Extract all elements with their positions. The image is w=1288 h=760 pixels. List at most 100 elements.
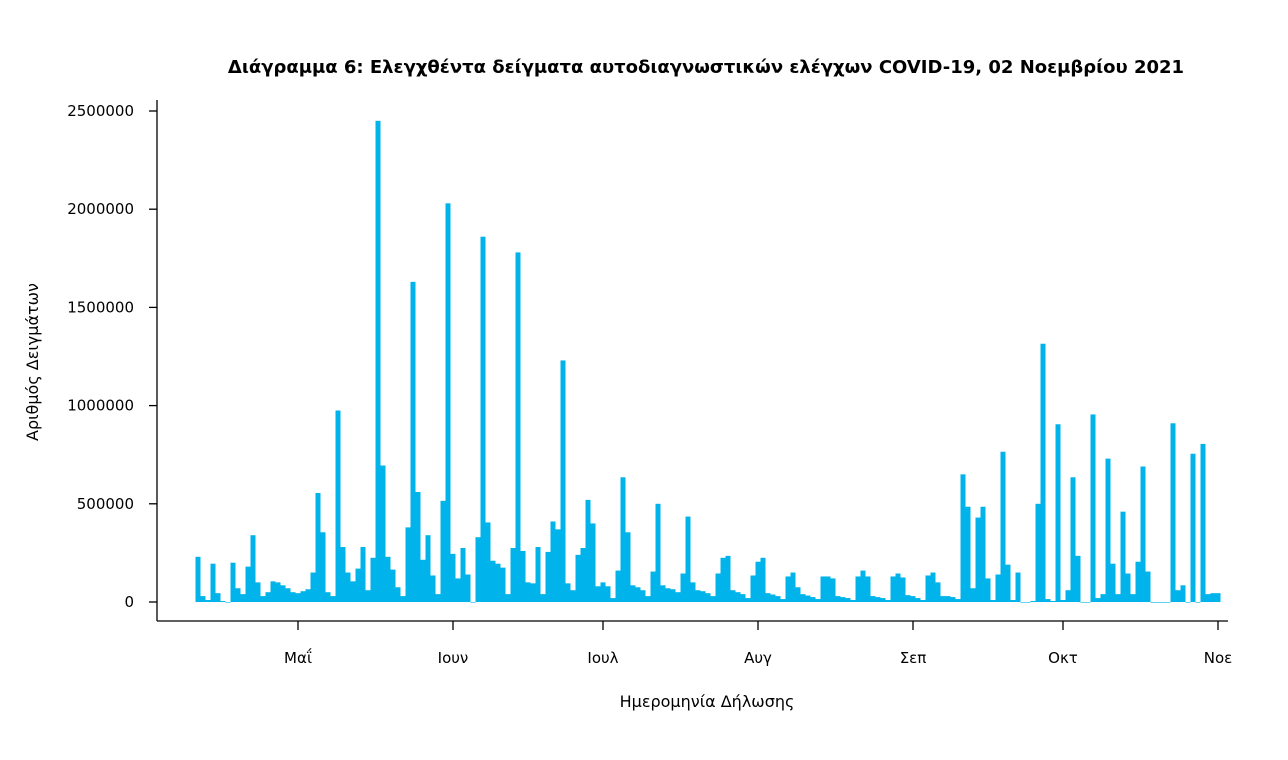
bar xyxy=(535,547,541,602)
bar xyxy=(1015,572,1021,602)
bar xyxy=(1155,602,1161,603)
bar xyxy=(495,563,501,602)
bar xyxy=(1190,453,1196,602)
x-axis-label: Ημερομηνία Δήλωσης xyxy=(620,692,795,711)
bar xyxy=(695,590,701,602)
bar xyxy=(1005,564,1011,602)
bar xyxy=(805,595,811,602)
bar xyxy=(1045,599,1051,602)
bar xyxy=(475,537,481,602)
bar xyxy=(650,571,656,602)
bar xyxy=(565,583,571,602)
bar xyxy=(455,578,461,602)
bar xyxy=(830,578,836,602)
bar xyxy=(1100,594,1106,602)
bar xyxy=(1215,593,1221,602)
bar xyxy=(755,561,761,602)
bar xyxy=(885,600,891,602)
bar xyxy=(360,547,366,602)
bar xyxy=(870,596,876,602)
bar xyxy=(1065,590,1071,602)
bar xyxy=(555,529,561,602)
bar xyxy=(965,506,971,602)
bar xyxy=(415,492,421,602)
bar xyxy=(260,596,266,602)
x-tick-label: Οκτ xyxy=(1048,649,1078,667)
bar xyxy=(560,360,566,602)
x-ticks: Μαΐ Ιουν Ιουλ Αυγ Σεπ Οκτ Νοε xyxy=(284,621,1232,667)
bar xyxy=(1090,414,1096,602)
bar xyxy=(820,576,826,602)
bar xyxy=(785,576,791,602)
bar xyxy=(575,554,581,602)
bar xyxy=(425,535,431,602)
x-tick-label: Μαΐ xyxy=(284,647,312,667)
bar xyxy=(775,596,781,602)
bar xyxy=(365,590,371,602)
bar xyxy=(265,592,271,602)
bar xyxy=(610,598,616,602)
bar xyxy=(380,465,386,602)
chart-title: Διάγραμμα 6: Ελεγχθέντα δείγματα αυτοδια… xyxy=(228,57,1184,78)
bar xyxy=(235,588,241,602)
bar xyxy=(525,582,531,602)
bar xyxy=(1055,424,1061,602)
bar xyxy=(845,598,851,602)
bar xyxy=(515,252,521,602)
bar xyxy=(1010,600,1016,602)
bar xyxy=(795,587,801,602)
bar xyxy=(700,591,706,602)
bar xyxy=(545,551,551,602)
y-tick-label: 1500000 xyxy=(67,298,134,316)
bar xyxy=(740,594,746,602)
bar xyxy=(510,547,516,602)
bar xyxy=(1140,466,1146,602)
bar xyxy=(215,593,221,602)
bar xyxy=(1110,563,1116,602)
bar xyxy=(730,590,736,602)
bar xyxy=(400,596,406,602)
bar xyxy=(645,596,651,602)
bar xyxy=(530,583,536,602)
bar xyxy=(980,506,986,602)
bar xyxy=(1095,598,1101,602)
x-tick-label: Σεπ xyxy=(900,649,927,667)
bar xyxy=(810,597,816,602)
bar xyxy=(750,575,756,602)
bar xyxy=(890,576,896,602)
bar xyxy=(910,596,916,602)
bar xyxy=(1145,571,1151,602)
bar xyxy=(985,578,991,602)
bar xyxy=(570,590,576,602)
bar xyxy=(1085,602,1091,603)
bar xyxy=(1185,602,1191,603)
bar xyxy=(1205,594,1211,602)
bar xyxy=(395,587,401,602)
bar xyxy=(275,582,281,602)
bar xyxy=(585,499,591,602)
bar xyxy=(1210,593,1216,602)
bar xyxy=(935,582,941,602)
y-tick-label: 500000 xyxy=(77,495,134,513)
bar xyxy=(225,602,231,603)
bar xyxy=(440,500,446,602)
bar xyxy=(280,585,286,602)
bar xyxy=(945,596,951,602)
bar xyxy=(790,572,796,602)
y-tick-label: 2500000 xyxy=(67,102,134,120)
bar xyxy=(295,593,301,602)
bar xyxy=(615,570,621,602)
bar xyxy=(625,532,631,602)
bar xyxy=(995,574,1001,602)
y-ticks: 0 500000 1000000 1500000 2000000 2500000 xyxy=(67,102,157,611)
bar xyxy=(1125,573,1131,602)
bar xyxy=(670,589,676,602)
bar xyxy=(1180,585,1186,602)
bar xyxy=(310,572,316,602)
bar xyxy=(1020,602,1026,603)
bar xyxy=(345,572,351,602)
bar xyxy=(485,522,491,602)
bar xyxy=(470,602,476,603)
bar xyxy=(620,477,626,602)
